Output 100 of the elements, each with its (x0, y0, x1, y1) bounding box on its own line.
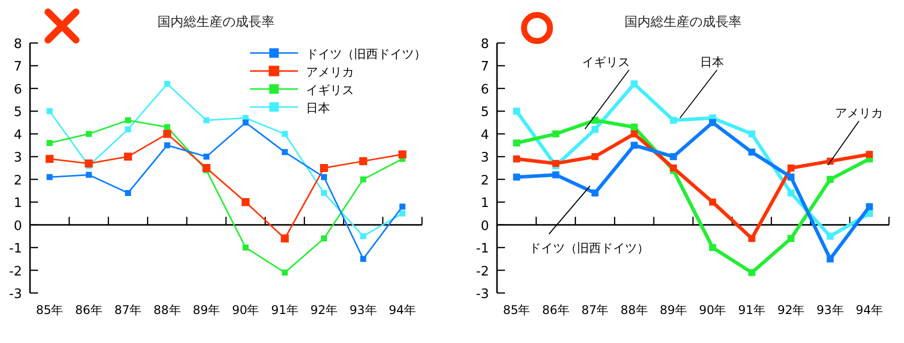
x-tick-label: 87年 (581, 303, 609, 317)
y-tick-label: -3 (9, 287, 22, 302)
point (399, 210, 406, 216)
point (46, 140, 53, 146)
point (86, 130, 92, 137)
point (826, 232, 834, 240)
point (46, 154, 54, 163)
x-tick-label: 86年 (542, 303, 570, 317)
point (125, 190, 131, 196)
point (321, 235, 327, 242)
point (513, 108, 520, 115)
point (670, 164, 677, 172)
x-tick-label: 91年 (271, 303, 298, 317)
x-tick-label: 94年 (856, 303, 884, 317)
point (164, 124, 170, 130)
y-tick-label: 5 (480, 105, 489, 120)
point (592, 116, 598, 124)
x-tick-label: 85年 (502, 303, 530, 317)
point (202, 164, 210, 172)
chart-title: 国内総生産の成長率 (158, 14, 274, 30)
point (163, 130, 172, 138)
y-tick-label: -2 (9, 264, 22, 280)
point (788, 234, 794, 242)
text: イギリス (582, 55, 630, 69)
point (125, 117, 131, 124)
point (630, 130, 638, 138)
point (359, 157, 368, 166)
point (164, 142, 170, 148)
point (203, 154, 210, 160)
point (788, 190, 794, 196)
point (788, 174, 794, 181)
point (242, 120, 249, 126)
point (866, 150, 873, 158)
x-tick-label: 89年 (660, 303, 688, 317)
y-tick-label: -1 (476, 242, 489, 257)
point (709, 198, 716, 206)
y-tick-label: 5 (14, 105, 22, 120)
x-tick-label: 91年 (738, 303, 766, 317)
y-tick-label: 4 (480, 128, 489, 143)
point (788, 164, 794, 172)
point (321, 190, 327, 196)
text: ドイツ（旧西ドイツ） (529, 241, 649, 255)
y-tick-label: 2 (480, 173, 489, 188)
y-tick-label: 7 (14, 60, 22, 75)
point (630, 142, 638, 149)
x-tick-label: 93年 (816, 303, 844, 317)
point (86, 172, 92, 178)
point (124, 152, 132, 161)
point (242, 244, 249, 251)
y-tick-label: 6 (480, 82, 489, 98)
x-tick-label: 87年 (114, 303, 142, 317)
point (399, 204, 406, 210)
point (592, 190, 598, 196)
point (513, 174, 520, 181)
x-tick-label: 89年 (192, 303, 220, 317)
x-tick-label: 86年 (75, 303, 102, 317)
y-tick-label: 2 (14, 173, 22, 188)
y-tick-label: 4 (14, 128, 22, 143)
point (398, 150, 406, 158)
y-tick-label: 0 (480, 218, 489, 234)
point (748, 148, 756, 156)
y-tick-label: -1 (9, 242, 22, 257)
point (282, 149, 288, 156)
x-tick-label: 90年 (698, 303, 726, 317)
point (826, 176, 834, 183)
point (552, 171, 560, 178)
x-tick-label: 94年 (388, 303, 416, 317)
text: アメリカ (835, 106, 883, 120)
point (282, 130, 288, 137)
point (670, 116, 677, 124)
point (320, 164, 328, 172)
point (360, 256, 366, 262)
y-tick-label: -2 (476, 264, 489, 280)
point (46, 108, 53, 114)
point (748, 130, 756, 138)
point (242, 198, 250, 206)
point (670, 153, 677, 160)
y-tick-label: 6 (14, 82, 22, 98)
y-tick-label: 8 (480, 37, 489, 52)
y-tick-label: 1 (480, 196, 489, 212)
x-tick-label: 93年 (350, 303, 377, 317)
point (203, 117, 210, 124)
point (360, 233, 366, 240)
legend-label: アメリカ (306, 65, 354, 79)
point (826, 255, 834, 262)
point (280, 234, 289, 242)
x-tick-label: 92年 (777, 303, 805, 317)
chart-title: 国内総生産の成長率 (624, 14, 742, 30)
x-tick-label: 88年 (620, 303, 648, 317)
y-tick-label: -3 (476, 287, 489, 302)
point (513, 155, 520, 162)
y-tick-label: 7 (480, 60, 489, 75)
y-tick-label: 0 (14, 218, 22, 234)
point (513, 140, 520, 146)
y-tick-label: 1 (14, 196, 22, 212)
point (125, 126, 131, 132)
y-tick-label: 3 (14, 150, 22, 166)
point (84, 159, 93, 168)
legend-label: ドイツ（旧西ドイツ） (306, 47, 426, 61)
point (709, 119, 716, 126)
